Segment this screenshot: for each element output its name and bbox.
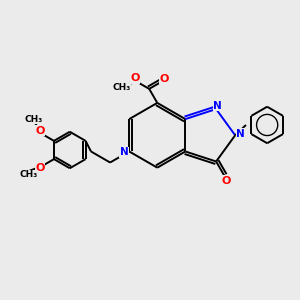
Text: CH₃: CH₃ [112,83,131,92]
Text: O: O [130,73,140,83]
Text: O: O [160,74,169,84]
Text: CH₃: CH₃ [25,115,43,124]
Text: CH₃: CH₃ [19,170,37,179]
Text: O: O [221,176,230,186]
Text: O: O [35,163,44,173]
Text: O: O [35,126,44,136]
Text: N: N [213,100,222,110]
Text: N: N [120,147,128,157]
Text: N: N [236,129,245,139]
